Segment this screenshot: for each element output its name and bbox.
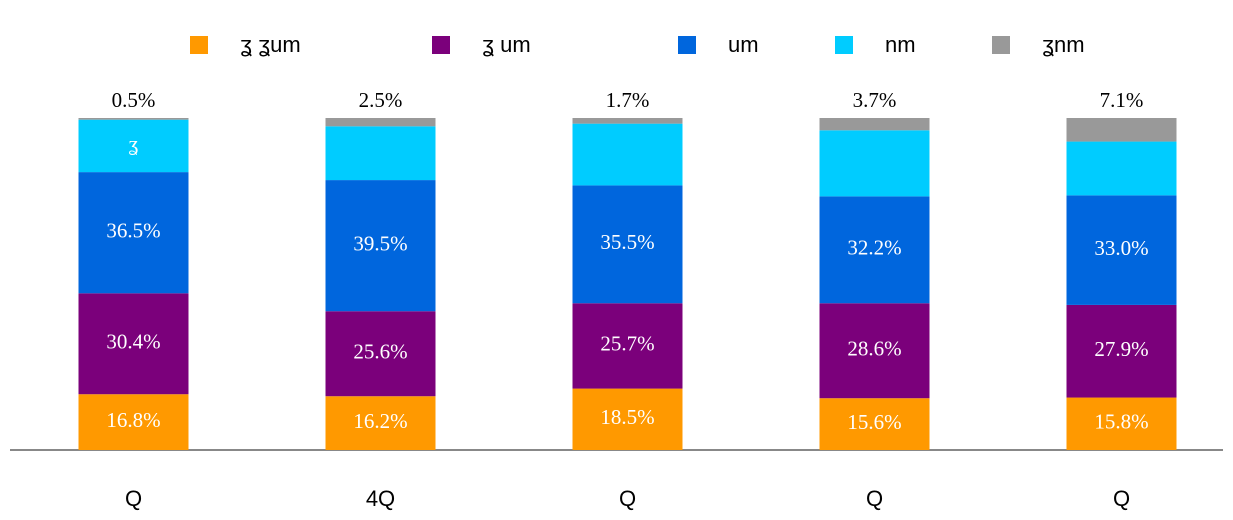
legend-swatch bbox=[992, 36, 1010, 54]
x-tick-label: Q bbox=[125, 486, 142, 511]
data-label: ʓ bbox=[129, 132, 138, 156]
bar-segment bbox=[325, 311, 436, 397]
bar-segment bbox=[819, 118, 930, 131]
data-label: 15.8% bbox=[1094, 410, 1148, 434]
data-label: 18.5% bbox=[600, 405, 654, 429]
legend-swatch bbox=[432, 36, 450, 54]
legend-swatch bbox=[835, 36, 853, 54]
legend-label: nm bbox=[885, 32, 916, 57]
bar-segment bbox=[78, 172, 189, 294]
bar-segment bbox=[1066, 141, 1177, 196]
x-tick-label: Q bbox=[1113, 486, 1130, 511]
data-label: 1.7% bbox=[606, 88, 650, 112]
data-label: 16.2% bbox=[353, 409, 407, 433]
bar-segment bbox=[1066, 118, 1177, 142]
legend-label: ʓ ʓum bbox=[240, 32, 301, 57]
legend-swatch bbox=[678, 36, 696, 54]
bar-segment bbox=[572, 123, 683, 186]
bar-segment bbox=[572, 388, 683, 450]
bar-segment bbox=[572, 303, 683, 389]
data-label: 27.9% bbox=[1094, 337, 1148, 361]
bar-segment bbox=[325, 180, 436, 312]
x-tick-label: Q bbox=[866, 486, 883, 511]
bar-segment bbox=[1066, 397, 1177, 450]
legend-label: ʓnm bbox=[1042, 32, 1085, 57]
data-label: 39.5% bbox=[353, 231, 407, 255]
data-label: 0.5% bbox=[112, 88, 156, 112]
data-label: 35.5% bbox=[600, 230, 654, 254]
data-label: 32.2% bbox=[847, 236, 901, 260]
x-tick-label: 4Q bbox=[366, 486, 395, 511]
data-label: 30.4% bbox=[106, 330, 160, 354]
data-label: 25.6% bbox=[353, 340, 407, 364]
bar-segment bbox=[78, 118, 189, 120]
data-label: 7.1% bbox=[1100, 88, 1144, 112]
legend-swatch bbox=[190, 36, 208, 54]
bar-segment bbox=[1066, 195, 1177, 305]
bar-segment bbox=[819, 196, 930, 304]
legend-label: ʓ um bbox=[482, 32, 531, 57]
data-label: 2.5% bbox=[359, 88, 403, 112]
bar-segment bbox=[78, 394, 189, 450]
bar-segment bbox=[325, 118, 436, 127]
bar-segment bbox=[819, 303, 930, 399]
legend-label: um bbox=[728, 32, 759, 57]
data-label: 16.8% bbox=[106, 408, 160, 432]
bar-segment bbox=[1066, 304, 1177, 398]
bar-segment bbox=[572, 185, 683, 304]
bar-segment bbox=[819, 130, 930, 197]
data-label: 28.6% bbox=[847, 337, 901, 361]
data-label: 33.0% bbox=[1094, 236, 1148, 260]
bar-segment bbox=[325, 396, 436, 450]
data-label: 36.5% bbox=[106, 219, 160, 243]
bar-segment bbox=[572, 118, 683, 124]
data-label: 25.7% bbox=[600, 332, 654, 356]
x-tick-label: Q bbox=[619, 486, 636, 511]
data-label: 15.6% bbox=[847, 410, 901, 434]
data-label: 3.7% bbox=[853, 88, 897, 112]
bar-segment bbox=[78, 293, 189, 395]
bar-segment bbox=[819, 398, 930, 450]
bar-segment bbox=[325, 126, 436, 181]
bar-segment bbox=[78, 119, 189, 173]
